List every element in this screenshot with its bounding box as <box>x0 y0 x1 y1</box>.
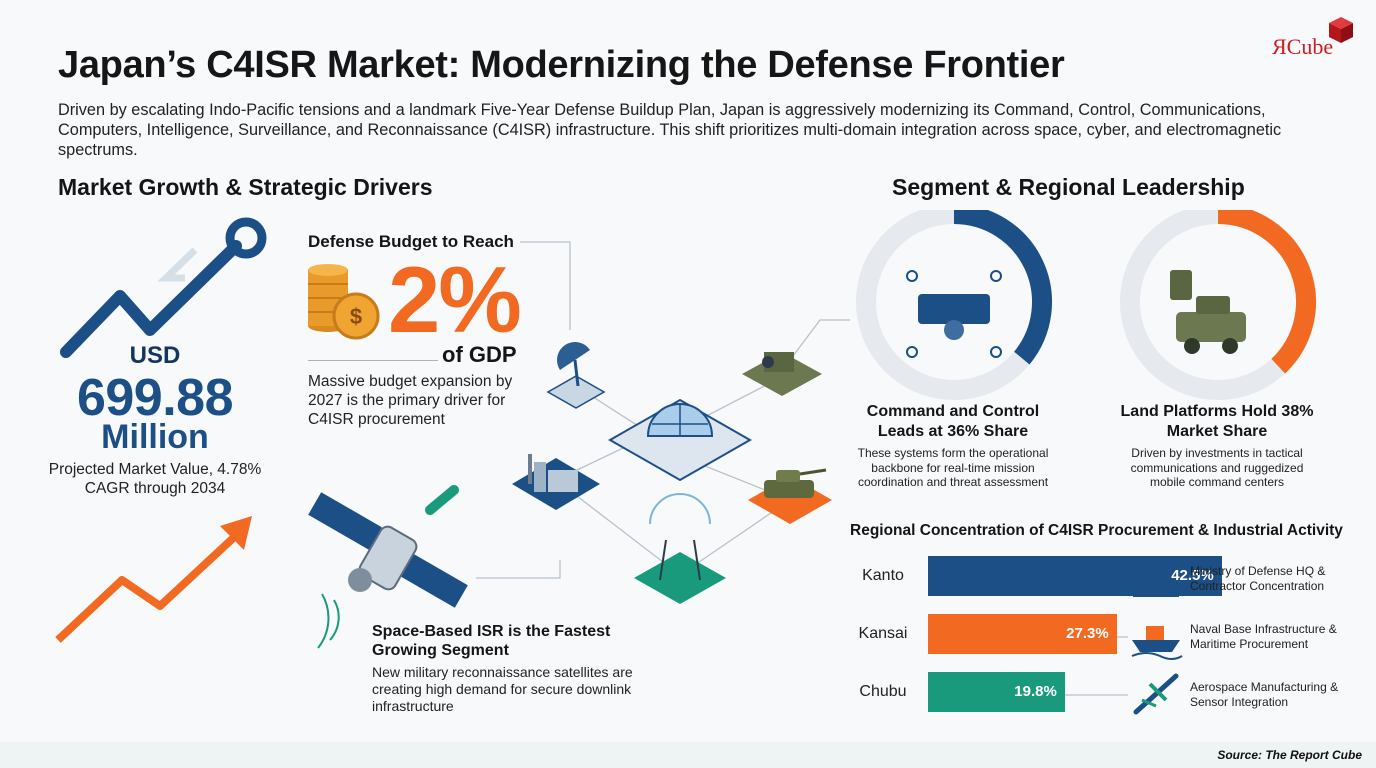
tank-icon <box>748 468 832 524</box>
network-hub-icon <box>607 398 753 482</box>
svg-text:$: $ <box>350 304 362 329</box>
intro-paragraph: Driven by escalating Indo-Pacific tensio… <box>58 101 1282 159</box>
brand-logo: ЯCube <box>1268 16 1358 60</box>
space-isr-heading: Space-Based ISR is the Fastest Growing S… <box>372 623 611 659</box>
currency-label: USD <box>129 342 181 369</box>
logo-text: ЯCube <box>1272 34 1334 59</box>
comms-tower-icon <box>634 493 726 604</box>
region-bar-chubu <box>928 672 1065 712</box>
region-label-chubu: Chubu <box>859 683 907 700</box>
donut-1-share-slice <box>953 210 1052 365</box>
coin-stack-icon: $ <box>308 264 380 340</box>
region-value-label-kansai: 27.3% <box>1066 625 1109 642</box>
page-title: Japan’s C4ISR Market: Modernizing the De… <box>58 44 1065 86</box>
market-value-unit: Million <box>101 418 209 456</box>
budget-description: Massive budget expansion by 2027 is the … <box>308 373 513 428</box>
donut-2-description: Driven by investments in tactical commun… <box>1130 446 1304 489</box>
budget-heading: Defense Budget to Reach <box>308 232 514 251</box>
footer-band <box>0 742 1376 768</box>
region-bar-kansai <box>928 614 1117 654</box>
market-value: 699.88 <box>76 369 234 427</box>
region-label-kansai: Kansai <box>858 625 908 642</box>
armored-vehicle-icon <box>1170 270 1246 354</box>
region-note-kansai: Naval Base Infrastructure & Maritime Pro… <box>1190 622 1337 651</box>
regional-bar-chart: Kanto 42.5% Ministry of Defense HQ & Contr… <box>848 556 1348 726</box>
growth-arrow-icon <box>60 217 267 358</box>
command-center-icon <box>906 270 1002 358</box>
budget-of-gdp: of GDP <box>442 342 517 367</box>
region-bar-kanto <box>928 556 1222 596</box>
donut-charts <box>856 210 1316 400</box>
space-isr-description: New military reconnaissance satellites a… <box>372 664 633 714</box>
region-value-label-kanto: 42.5% <box>1171 567 1214 584</box>
regional-chart-title: Regional Concentration of C4ISR Procurem… <box>850 522 1343 539</box>
region-value-label-chubu: 19.8% <box>1014 683 1057 700</box>
region-note-kanto: Ministry of Defense HQ & Contractor Conc… <box>1190 564 1326 593</box>
budget-percent: 2% <box>388 247 522 352</box>
budget-divider <box>308 360 438 361</box>
surveillance-camera-icon <box>742 352 822 396</box>
satellite-icon <box>308 485 468 649</box>
right-section-heading: Segment & Regional Leadership <box>892 174 1245 200</box>
donut-2-share-slice <box>1217 210 1316 374</box>
donut-2-title: Land Platforms Hold 38% Market Share <box>1120 403 1314 440</box>
donut-1-title: Command and Control Leads at 36% Share <box>866 403 1040 440</box>
orange-trend-arrow-icon <box>55 516 252 643</box>
aircraft-icon <box>1133 673 1179 715</box>
region-note-chubu: Aerospace Manufacturing & Sensor Integra… <box>1190 680 1339 709</box>
radar-dish-icon <box>546 341 606 409</box>
donut-1-description: These systems form the operational backb… <box>857 446 1049 489</box>
source-note: Source: The Report Cube <box>1217 748 1362 762</box>
left-section-heading: Market Growth & Strategic Drivers <box>58 174 433 200</box>
region-label-kanto: Kanto <box>862 567 904 584</box>
cube-icon <box>1329 17 1353 43</box>
market-value-description: Projected Market Value, 4.78% CAGR throu… <box>48 461 262 497</box>
naval-ship-icon <box>1131 626 1183 660</box>
industrial-facility-icon <box>512 454 600 510</box>
